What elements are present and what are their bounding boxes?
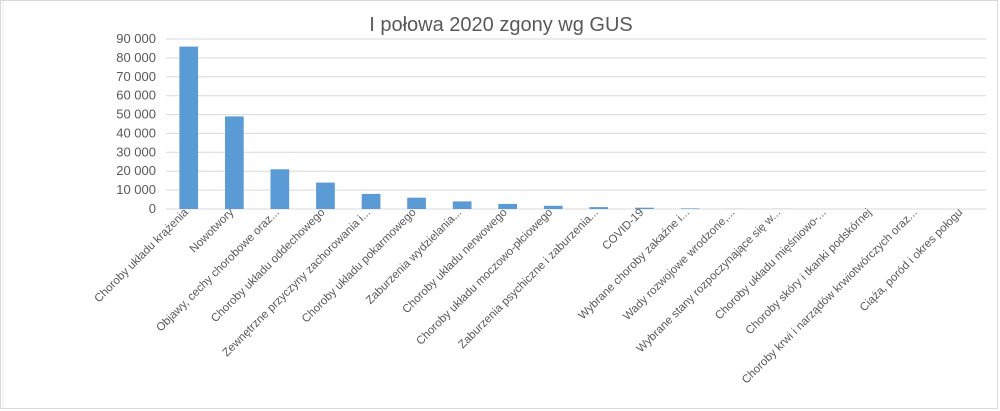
svg-text:40 000: 40 000: [116, 125, 156, 140]
svg-text:70 000: 70 000: [116, 69, 156, 84]
svg-text:Choroby krwi i narządów krwiot: Choroby krwi i narządów krwiotwórczych o…: [740, 207, 920, 387]
svg-text:0: 0: [149, 201, 156, 216]
svg-text:Zaburzenia wydzielania...: Zaburzenia wydzielania...: [364, 207, 464, 307]
svg-text:10 000: 10 000: [116, 182, 156, 197]
svg-text:20 000: 20 000: [116, 163, 156, 178]
svg-text:Nowotwory: Nowotwory: [188, 206, 237, 255]
svg-text:50 000: 50 000: [116, 107, 156, 122]
svg-text:60 000: 60 000: [116, 88, 156, 103]
svg-text:90 000: 90 000: [116, 31, 156, 46]
svg-text:30 000: 30 000: [116, 144, 156, 159]
svg-text:80 000: 80 000: [116, 50, 156, 65]
svg-text:COVID-19: COVID-19: [600, 207, 646, 253]
svg-text:Choroby układu krążenia: Choroby układu krążenia: [92, 206, 191, 305]
